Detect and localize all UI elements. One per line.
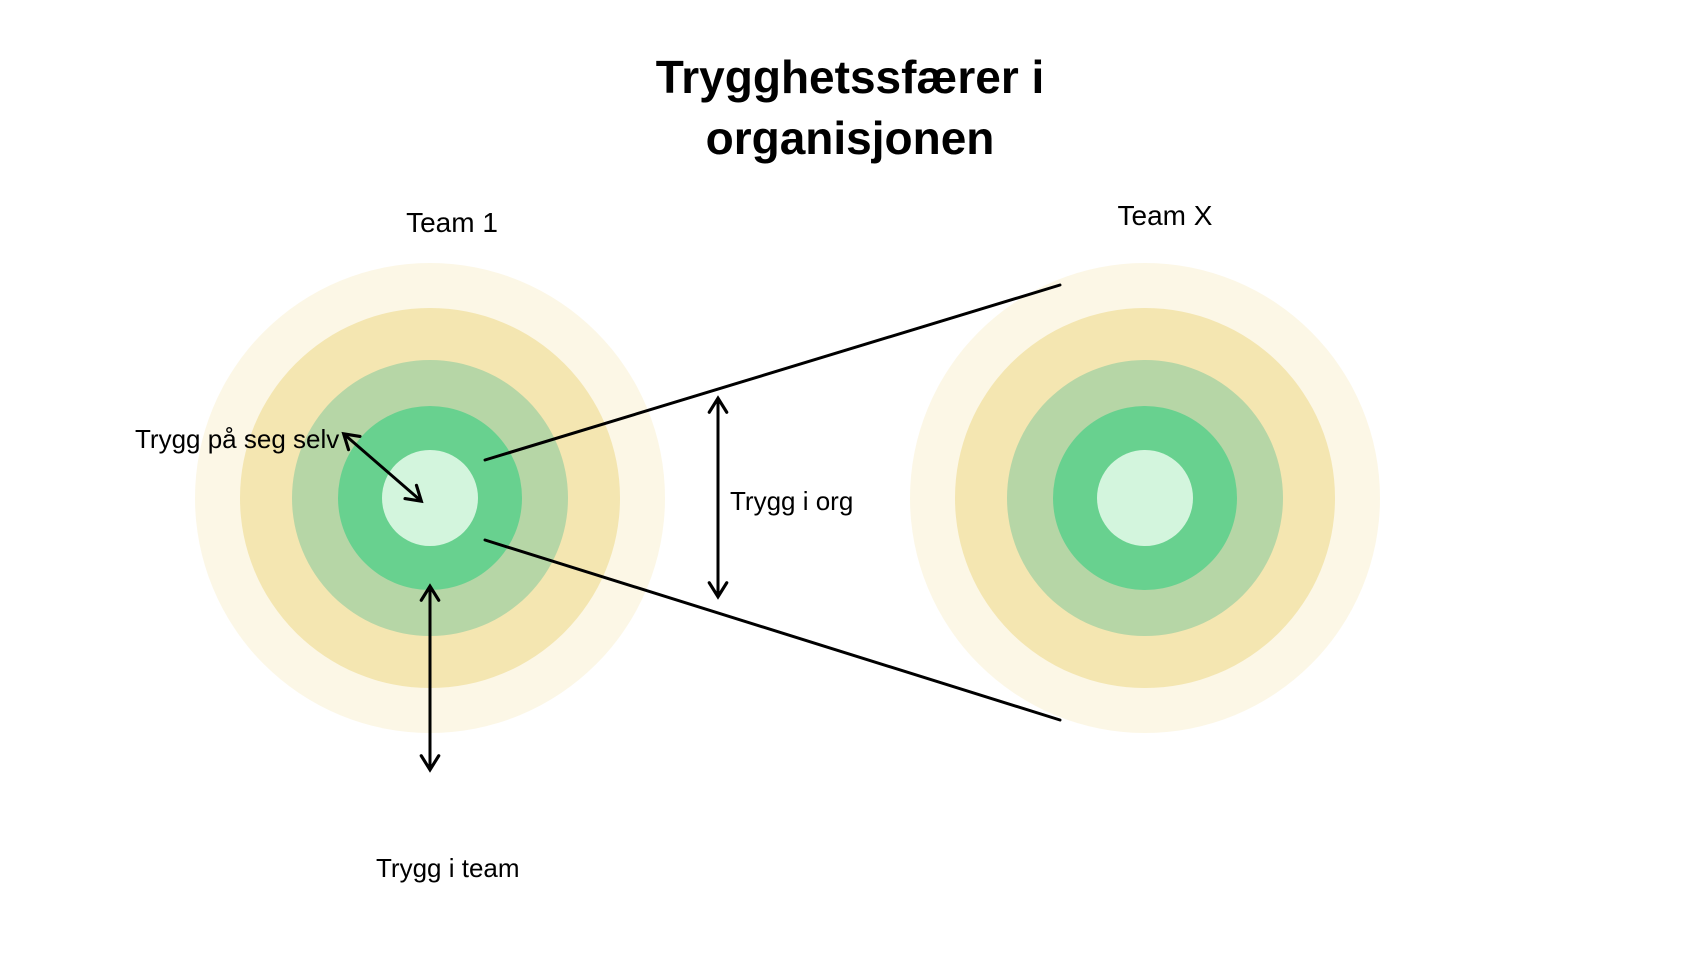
label-self: Trygg på seg selv — [135, 424, 339, 454]
label-team: Trygg i team — [376, 853, 520, 883]
diagram-title-line2: organisjonen — [706, 112, 995, 164]
label-team-x: Team X — [1118, 200, 1213, 231]
label-org: Trygg i org — [730, 486, 853, 516]
diagram-title-line1: Trygghetssfærer i — [656, 51, 1045, 103]
label-team-1: Team 1 — [406, 207, 498, 238]
safety-spheres-diagram: Trygghetssfærer i organisjonen Team 1 Team … — [0, 0, 1700, 956]
sphere-team-x — [910, 263, 1380, 733]
